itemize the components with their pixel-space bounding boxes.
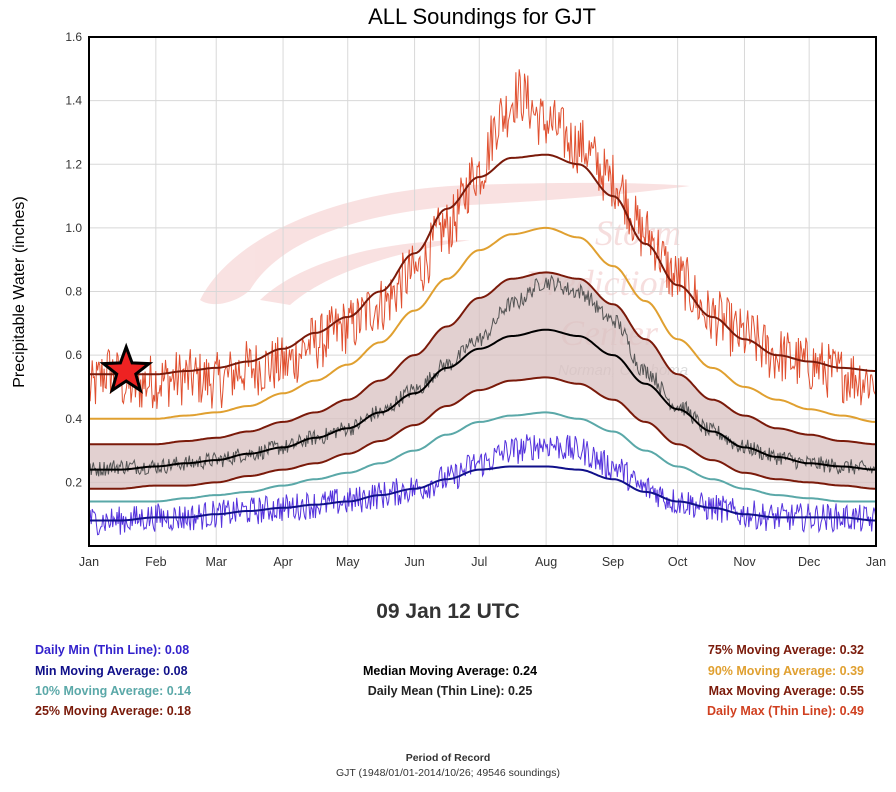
x-tick-label: Jul: [471, 555, 487, 569]
series-median-moving-average: [89, 328, 876, 471]
plot-frame: [88, 36, 877, 547]
stat-median-moving-average: Median Moving Average: 0.24: [362, 664, 538, 678]
stat-max-moving-average: Max Moving Average: 0.55: [708, 684, 864, 698]
series-daily-mean-thin-line: [88, 274, 877, 477]
y-tick-label: 1.4: [65, 94, 82, 108]
watermark-swoosh: [200, 182, 690, 305]
star-icon: [99, 342, 154, 394]
stat-75pct-moving-average: 75% Moving Average: 0.32: [707, 643, 864, 657]
period-of-record-title: Period of Record: [405, 752, 491, 764]
x-tick-label: Nov: [733, 555, 756, 569]
y-tick-label: 0.8: [65, 285, 82, 299]
stat-25pct-moving-average: 25% Moving Average: 0.18: [35, 704, 192, 718]
y-tick-label: 1.2: [65, 157, 82, 171]
y-tick-label: 0.2: [65, 475, 82, 489]
stat-daily-max: Daily Max (Thin Line): 0.49: [707, 704, 864, 718]
x-tick-label: Feb: [145, 555, 167, 569]
series-max-moving-average: [89, 153, 876, 376]
y-tick-label: 1.6: [65, 30, 82, 44]
x-tick-label: May: [336, 555, 360, 569]
chart-title: ALL Soundings for GJT: [368, 4, 596, 29]
interquartile-band: [89, 272, 876, 489]
stat-min-moving-average: Min Moving Average: 0.08: [35, 664, 188, 678]
x-tick-label: Apr: [273, 555, 292, 569]
stat-10pct-moving-average: 10% Moving Average: 0.14: [35, 684, 192, 698]
y-tick-label: 1.0: [65, 221, 82, 235]
x-tick-label: Jun: [405, 555, 425, 569]
x-axis-ticks: Jan Feb Mar Apr May Jun Jul Aug Sep Oct Nov Dec Jan: [79, 555, 886, 569]
x-tick-label: Mar: [205, 555, 227, 569]
series-75-moving-average: [89, 271, 876, 446]
series-10-moving-average: [89, 411, 876, 503]
y-axis-ticks: 0.2 0.4 0.6 0.8 1.0 1.2 1.4 1.6: [65, 30, 82, 489]
y-tick-label: 0.6: [65, 348, 82, 362]
series-lines: [88, 69, 877, 536]
x-tick-label: Jan: [79, 555, 99, 569]
chart: Storm Prediction Center Norman, Oklahoma…: [11, 4, 886, 569]
x-tick-label: Jan: [866, 555, 886, 569]
stat-daily-mean: Daily Mean (Thin Line): 0.25: [367, 684, 533, 698]
x-tick-label: Dec: [798, 555, 820, 569]
shaded-band: [89, 272, 876, 489]
x-tick-label: Oct: [668, 555, 688, 569]
watermark-swoosh-lower: [260, 240, 470, 305]
x-tick-label: Sep: [602, 555, 624, 569]
stat-daily-min: Daily Min (Thin Line): 0.08: [35, 643, 190, 657]
x-tick-label: Aug: [535, 555, 557, 569]
series-90-moving-average: [89, 226, 876, 423]
series-daily-min-thin-line: [88, 434, 877, 536]
period-of-record-detail: GJT (1948/01/01-2014/10/26; 49546 soundi…: [336, 767, 560, 779]
stat-90pct-moving-average: 90% Moving Average: 0.39: [707, 664, 864, 678]
y-tick-label: 0.4: [65, 412, 82, 426]
current-value-star-marker: [99, 342, 154, 394]
series-25-moving-average: [89, 376, 876, 490]
series-daily-max-thin-line: [88, 69, 877, 409]
series-min-moving-average: [89, 465, 876, 522]
valid-time: 09 Jan 12 UTC: [376, 600, 520, 623]
y-axis-label: Precipitable Water (inches): [11, 196, 28, 387]
